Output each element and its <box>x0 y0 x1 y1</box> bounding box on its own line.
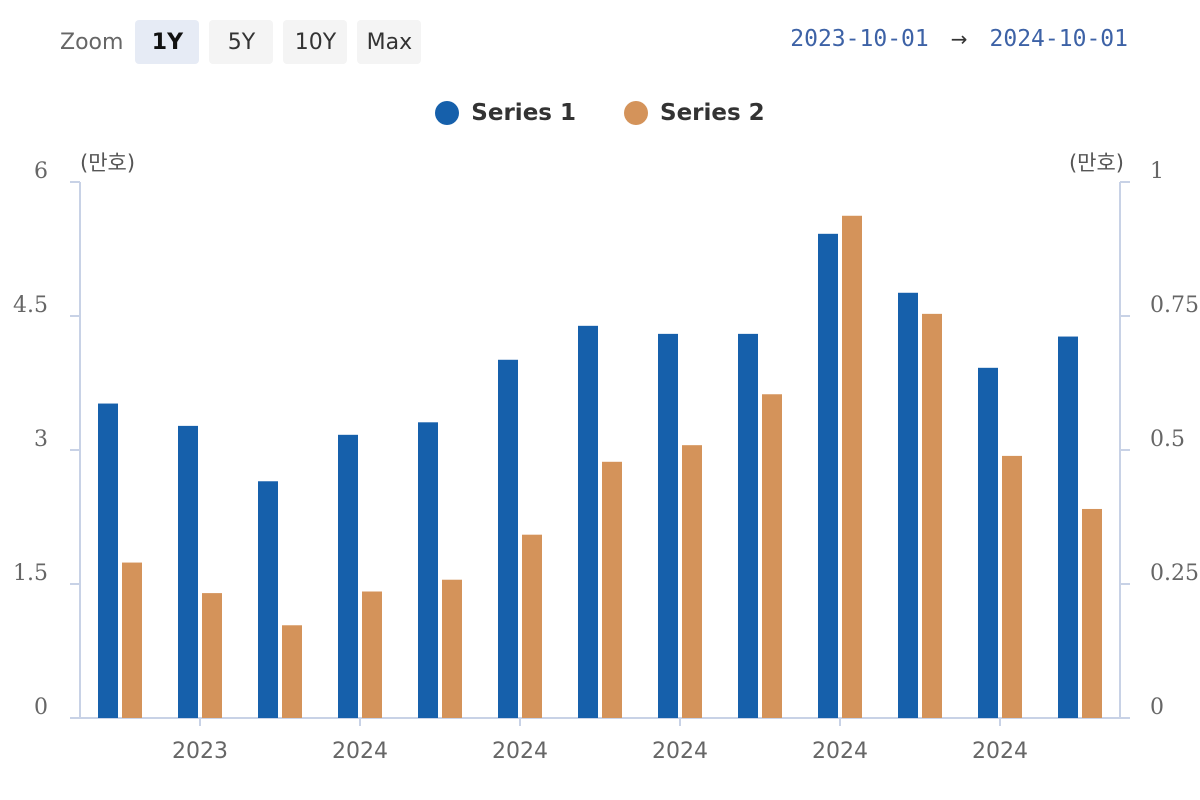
series-2-bar[interactable] <box>842 215 862 718</box>
left-tick-label: 4.5 <box>13 293 48 318</box>
series-2-dot-icon <box>624 101 648 125</box>
series-1-bar[interactable] <box>338 434 358 718</box>
left-tick-label: 1.5 <box>13 561 48 586</box>
series-2-bar[interactable] <box>442 579 462 718</box>
zoom-10y-button[interactable]: 10Y <box>283 20 348 64</box>
legend-label-series-1: Series 1 <box>471 100 576 126</box>
series-2-bar[interactable] <box>602 461 622 718</box>
series-2-bar[interactable] <box>922 313 942 718</box>
series-1-bar[interactable] <box>738 333 758 718</box>
series-1-bar[interactable] <box>578 325 598 718</box>
x-tick-label: 2023 <box>172 739 228 764</box>
right-tick-label: 0.25 <box>1150 561 1199 586</box>
series-2-bar[interactable] <box>362 591 382 718</box>
series-2-bar[interactable] <box>282 625 302 718</box>
series-1-bar[interactable] <box>258 481 278 718</box>
right-tick-label: 0.75 <box>1150 293 1199 318</box>
series-1-bar[interactable] <box>658 333 678 718</box>
series-1-bar[interactable] <box>818 233 838 718</box>
right-tick-label: 0.5 <box>1150 427 1185 452</box>
x-tick-label: 2024 <box>492 739 548 764</box>
left-tick-label: 3 <box>34 427 48 452</box>
series-1-bar[interactable] <box>178 425 198 718</box>
series-1-bar[interactable] <box>418 422 438 718</box>
zoom-5y-button[interactable]: 5Y <box>209 20 274 64</box>
series-2-bar[interactable] <box>1002 455 1022 718</box>
series-2-bar[interactable] <box>202 593 222 718</box>
right-tick-label: 0 <box>1150 695 1164 720</box>
chart-axes <box>70 181 1130 726</box>
series-2-bar[interactable] <box>682 445 702 718</box>
right-tick-label: 1 <box>1150 159 1164 184</box>
x-tick-label: 2024 <box>972 739 1028 764</box>
x-tick-label: 2024 <box>812 739 868 764</box>
chart-legend: Series 1 Series 2 <box>0 100 1200 126</box>
range-to-date[interactable]: 2024-10-01 <box>989 26 1128 52</box>
left-tick-label: 0 <box>34 695 48 720</box>
series-1-bar[interactable] <box>898 292 918 718</box>
series-2-bar[interactable] <box>1082 508 1102 718</box>
series-2-bar[interactable] <box>762 394 782 718</box>
zoom-selector: Zoom 1Y 5Y 10Y Max <box>60 20 422 64</box>
series-1-bar[interactable] <box>98 403 118 718</box>
zoom-label: Zoom <box>60 29 124 55</box>
series-1-bar[interactable] <box>1058 336 1078 718</box>
date-range: 2023-10-01 → 2024-10-01 <box>790 26 1128 52</box>
x-tick-label: 2024 <box>332 739 388 764</box>
x-tick-label: 2024 <box>652 739 708 764</box>
chart-bars <box>98 215 1102 718</box>
chart-labels: 0 1.5 3 4.5 6 0 0.25 0.5 0.75 1 (만호) (만호) 2023 2024 20… <box>13 151 1199 764</box>
legend-item-series-2[interactable]: Series 2 <box>624 100 765 126</box>
left-axis-unit: (만호) <box>80 151 135 175</box>
series-2-bar[interactable] <box>122 562 142 718</box>
series-1-bar[interactable] <box>498 359 518 718</box>
left-tick-label: 6 <box>34 159 48 184</box>
zoom-1y-button[interactable]: 1Y <box>135 20 200 64</box>
range-from-date[interactable]: 2023-10-01 <box>790 26 929 52</box>
series-1-bar[interactable] <box>978 367 998 718</box>
series-2-bar[interactable] <box>522 534 542 718</box>
right-axis-unit: (만호) <box>1069 151 1124 175</box>
series-1-dot-icon <box>435 101 460 125</box>
legend-label-series-2: Series 2 <box>660 100 765 126</box>
zoom-max-button[interactable]: Max <box>357 20 422 64</box>
range-arrow-icon: → <box>950 27 968 51</box>
legend-item-series-1[interactable]: Series 1 <box>435 100 576 126</box>
